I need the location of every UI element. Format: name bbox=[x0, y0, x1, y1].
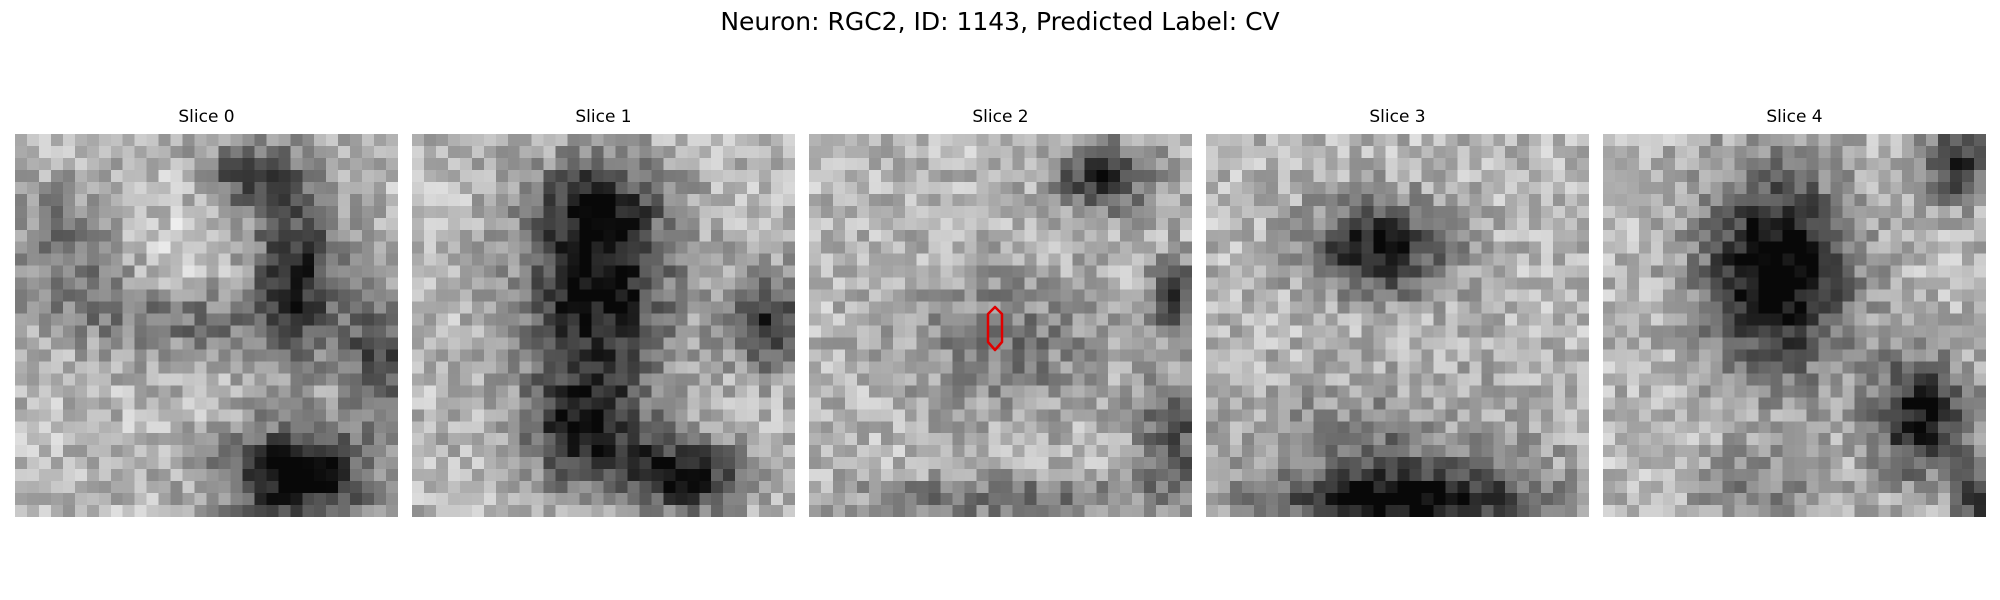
figure-title: Neuron: RGC2, ID: 1143, Predicted Label:… bbox=[720, 7, 1280, 36]
slice-image-4 bbox=[1603, 134, 1986, 517]
slice-panel-2: Slice 2 bbox=[809, 106, 1192, 517]
slice-panel-1: Slice 1 bbox=[412, 106, 795, 517]
slice-image-3 bbox=[1206, 134, 1589, 517]
slice-title-0: Slice 0 bbox=[178, 107, 235, 127]
slice-image-0 bbox=[15, 134, 398, 517]
slice-panel-0: Slice 0 bbox=[15, 106, 398, 517]
slice-title-1: Slice 1 bbox=[575, 107, 632, 127]
slice-title-2: Slice 2 bbox=[972, 107, 1029, 127]
slice-panel-4: Slice 4 bbox=[1603, 106, 1986, 517]
slice-title-4: Slice 4 bbox=[1766, 107, 1823, 127]
slice-image-2 bbox=[809, 134, 1192, 517]
slice-panel-3: Slice 3 bbox=[1206, 106, 1589, 517]
slice-title-3: Slice 3 bbox=[1369, 107, 1426, 127]
slice-image-1 bbox=[412, 134, 795, 517]
